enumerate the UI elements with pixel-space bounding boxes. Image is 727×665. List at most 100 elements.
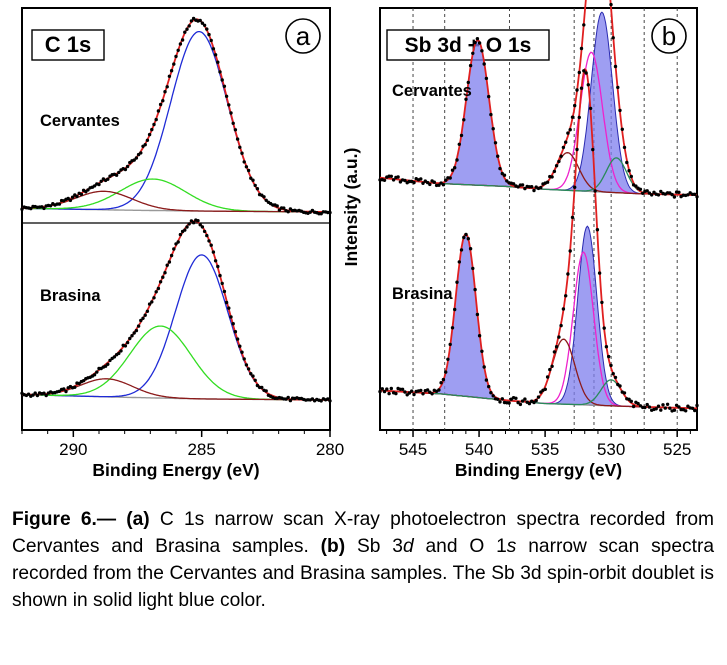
raw-data-point [593, 189, 597, 193]
raw-data-point [609, 2, 613, 7]
plot-frame [21, 7, 331, 431]
raw-data-point [158, 280, 163, 284]
raw-data-point [119, 349, 123, 353]
panel-label-circle [651, 18, 687, 54]
raw-data-point [253, 378, 257, 382]
raw-data-point [627, 169, 631, 173]
raw-data-point [573, 103, 577, 108]
raw-data-point [530, 185, 534, 189]
raw-data-point [378, 389, 382, 394]
x-axis-label: Binding Energy (eV) [455, 460, 622, 480]
raw-data-point [218, 70, 222, 74]
raw-data-point [141, 316, 145, 320]
raw-data-point [453, 166, 457, 170]
raw-data-point [455, 280, 459, 284]
x-tick-label: 530 [597, 440, 625, 459]
raw-data-point [26, 392, 31, 396]
raw-data-point [459, 248, 464, 252]
raw-data-point [385, 387, 389, 391]
raw-data-point [595, 228, 600, 232]
panel-label-circle [285, 18, 321, 54]
sample-label: Cervantes [40, 112, 120, 130]
caption-panel-b-text-3: narrow scan spectra recorded from the Ce… [12, 536, 715, 611]
raw-data-point [493, 141, 498, 145]
raw-data-point [242, 160, 246, 164]
raw-data-point [629, 174, 633, 179]
raw-data-point [484, 378, 489, 382]
raw-data-point [213, 53, 218, 57]
raw-data-point [498, 166, 502, 171]
raw-data-point [480, 49, 484, 53]
raw-data-point [579, 46, 584, 51]
x-tick-label: 285 [187, 440, 215, 459]
raw-data-point [600, 300, 604, 305]
raw-data-point [573, 185, 577, 189]
raw-data-point [218, 273, 222, 278]
raw-data-point [446, 357, 450, 361]
raw-data-point [672, 195, 677, 199]
raw-data-point [693, 408, 697, 413]
raw-data-point [523, 186, 527, 191]
raw-data-point [260, 385, 264, 390]
raw-data-point [650, 193, 654, 197]
raw-data-point [557, 335, 561, 339]
raw-data-point [421, 181, 425, 185]
caption-figure-label: Figure 6 [12, 509, 92, 530]
raw-data-point [86, 188, 90, 192]
raw-data-point [611, 372, 615, 376]
raw-data-point [607, 354, 611, 359]
x-tick-label: 545 [399, 440, 427, 459]
raw-data-point [412, 180, 416, 185]
raw-data-point [568, 128, 572, 132]
x-tick-label: 525 [663, 440, 691, 459]
raw-data-point [244, 363, 249, 367]
y-axis-label: Intensity (a.u.) [341, 148, 361, 267]
raw-data-point [172, 62, 176, 66]
raw-data-point [255, 187, 260, 191]
raw-data-point [482, 365, 486, 369]
raw-data-point [209, 38, 213, 43]
raw-data-point [516, 185, 520, 189]
raw-data-point [588, 106, 593, 111]
raw-data-point [641, 191, 645, 195]
raw-data-point [92, 373, 97, 377]
raw-data-point [145, 309, 150, 313]
raw-data-point [183, 228, 187, 232]
panel-title-box [31, 29, 105, 61]
raw-data-point [178, 42, 183, 46]
raw-data-point [161, 99, 165, 103]
raw-data-point [450, 168, 455, 172]
raw-data-point [143, 313, 147, 317]
raw-data-point [561, 145, 566, 150]
raw-data-point [450, 326, 455, 330]
raw-data-point [224, 300, 229, 305]
raw-data-point [471, 266, 475, 271]
raw-data-point [202, 229, 207, 234]
raw-data-point [68, 198, 73, 203]
raw-data-point [613, 64, 618, 69]
raw-data-point [545, 375, 550, 379]
raw-data-point [389, 174, 393, 178]
fit-component [379, 51, 697, 196]
raw-data-point [419, 177, 423, 181]
raw-data-point [205, 233, 209, 238]
raw-data-point [249, 372, 253, 376]
raw-data-point [496, 154, 500, 158]
raw-data-point [647, 191, 652, 195]
raw-data-point [125, 340, 130, 345]
raw-data-point [178, 232, 183, 237]
raw-data-point [233, 330, 238, 334]
raw-data-point [695, 195, 699, 199]
raw-data-point [286, 210, 290, 214]
raw-data-point [117, 170, 121, 175]
raw-data-point [123, 344, 128, 348]
raw-data-point [398, 180, 403, 184]
raw-data-point [176, 240, 180, 244]
raw-data-point [216, 264, 220, 269]
raw-data-point [180, 38, 185, 42]
raw-data-point [209, 243, 213, 247]
sample-label: Brasina [40, 287, 101, 305]
raw-data-point [275, 204, 279, 208]
caption-separator: .— [91, 509, 127, 530]
raw-data-point [557, 159, 561, 164]
